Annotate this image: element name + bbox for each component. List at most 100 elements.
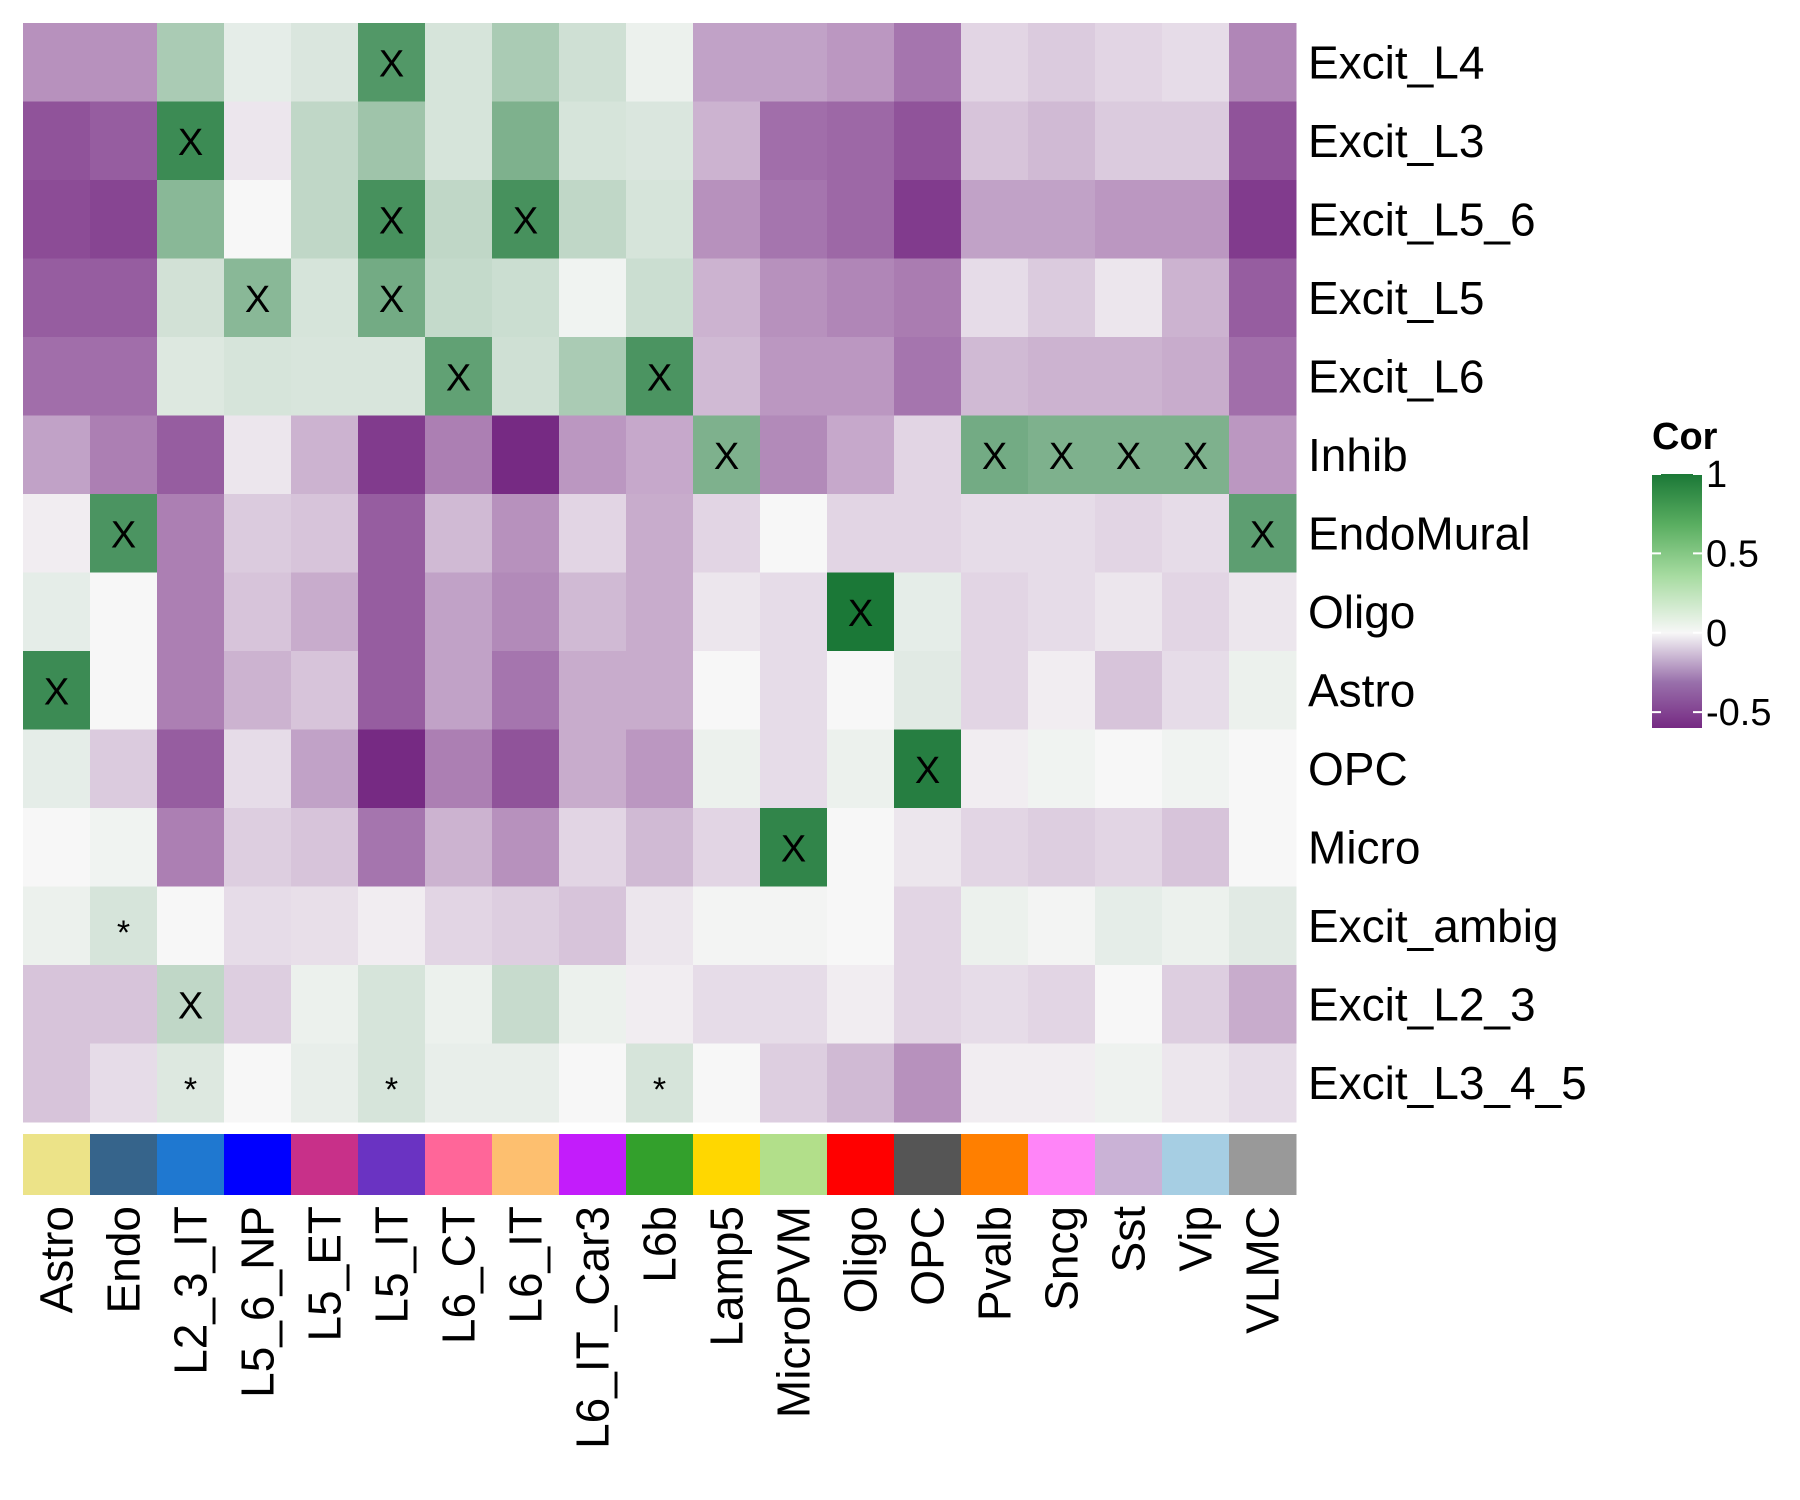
- column-label: Pvalb: [969, 1206, 1021, 1321]
- heatmap-cell: [90, 1043, 158, 1123]
- heatmap-cell: [157, 494, 225, 573]
- heatmap-cell: [1028, 180, 1096, 259]
- column-label: L5_ET: [299, 1206, 351, 1342]
- heatmap-cell: [224, 494, 292, 573]
- heatmap-cell: [760, 808, 828, 887]
- heatmap-cell: [425, 808, 493, 887]
- heatmap-cell: [827, 1043, 895, 1123]
- heatmap-cell: [760, 180, 828, 259]
- heatmap-cell: [492, 337, 560, 416]
- row-labels: Excit_L4 Excit_L3 Excit_L5_6 Excit_L5 Excit_…: [1308, 36, 1587, 1109]
- heatmap-cell: [291, 23, 359, 102]
- heatmap-cell: [827, 258, 895, 338]
- column-label: Endo: [98, 1206, 150, 1313]
- heatmap-cell: [693, 572, 761, 652]
- column-annotation-swatch: [425, 1134, 493, 1195]
- heatmap-cell: [760, 258, 828, 338]
- heatmap-cell: [224, 23, 292, 102]
- significance-mark: *: [385, 1071, 398, 1109]
- heatmap-cell: [559, 23, 627, 102]
- legend-colorbar: [1652, 474, 1702, 728]
- heatmap-cell: [1095, 415, 1163, 495]
- row-label: EndoMural: [1308, 507, 1530, 559]
- heatmap-cell: [90, 23, 158, 102]
- column-label: Vip: [1170, 1206, 1222, 1272]
- heatmap-cell: [492, 258, 560, 338]
- heatmap-cell: [23, 1043, 91, 1123]
- heatmap-cell: [894, 180, 962, 259]
- heatmap-cell: [827, 23, 895, 102]
- row-label: Excit_ambig: [1308, 900, 1559, 952]
- heatmap-cell: [1229, 415, 1297, 495]
- heatmap-cell: [1095, 886, 1163, 966]
- column-label: L6_IT_Car3: [567, 1206, 619, 1449]
- heatmap-cell: [1162, 337, 1230, 416]
- heatmap-cell: [425, 1043, 493, 1123]
- heatmap-cell: [760, 572, 828, 652]
- heatmap-cell: [90, 886, 158, 966]
- heatmap-cell: [1162, 729, 1230, 809]
- heatmap-cell: [157, 572, 225, 652]
- significance-mark: X: [848, 593, 873, 635]
- heatmap-cell: [425, 651, 493, 730]
- heatmap-cell: [1229, 101, 1297, 181]
- heatmap-cell: [358, 651, 426, 730]
- heatmap-cell: [425, 886, 493, 966]
- heatmap-cell: [90, 258, 158, 338]
- heatmap-cell: [157, 23, 225, 102]
- heatmap-cell: [358, 729, 426, 809]
- heatmap-cell: [358, 415, 426, 495]
- heatmap-cell: [827, 180, 895, 259]
- heatmap-cell: [827, 101, 895, 181]
- heatmap-cell: [358, 23, 426, 102]
- significance-mark: X: [446, 357, 471, 399]
- heatmap-cell: [1095, 494, 1163, 573]
- heatmap-cell: [961, 101, 1029, 181]
- heatmap-cell: [559, 258, 627, 338]
- heatmap-cell: [224, 651, 292, 730]
- column-annotation-swatch: [358, 1134, 426, 1195]
- heatmap-cell: [626, 494, 694, 573]
- heatmap-cell: [358, 572, 426, 652]
- column-label: L5_IT: [366, 1206, 418, 1324]
- heatmap-cell: [492, 415, 560, 495]
- heatmap-cell: [1028, 23, 1096, 102]
- heatmap-cell: [1229, 651, 1297, 730]
- heatmap-cell: [492, 101, 560, 181]
- heatmap-cell: [291, 1043, 359, 1123]
- heatmap-cell: [1162, 1043, 1230, 1123]
- heatmap-cell: [291, 729, 359, 809]
- heatmap-cell: [1095, 337, 1163, 416]
- column-label: OPC: [902, 1206, 954, 1306]
- heatmap-cell: [23, 729, 91, 809]
- heatmap-cell: [827, 494, 895, 573]
- heatmap-cell: [425, 101, 493, 181]
- heatmap-cell: [1229, 572, 1297, 652]
- column-label: L6_CT: [433, 1206, 485, 1344]
- heatmap-cell: [1162, 258, 1230, 338]
- heatmap-cell: [626, 337, 694, 416]
- heatmap-cell: [693, 23, 761, 102]
- significance-mark: X: [379, 43, 404, 85]
- heatmap-cell: [693, 180, 761, 259]
- heatmap-cell: [961, 180, 1029, 259]
- heatmap-cell: [559, 494, 627, 573]
- heatmap-cell: [693, 886, 761, 966]
- heatmap-cell: [224, 258, 292, 338]
- heatmap-cell: [1095, 808, 1163, 887]
- heatmap-cell: [626, 965, 694, 1044]
- heatmap-cell: [492, 180, 560, 259]
- significance-mark: X: [1250, 514, 1275, 556]
- heatmap-cell: [894, 23, 962, 102]
- heatmap-cell: [425, 572, 493, 652]
- heatmap-cell: [1028, 337, 1096, 416]
- significance-mark: X: [1116, 436, 1141, 478]
- heatmap-cell: [23, 886, 91, 966]
- heatmap-cell: [626, 886, 694, 966]
- heatmap-cell: [1028, 808, 1096, 887]
- heatmap-cell: [827, 337, 895, 416]
- heatmap-cell: [961, 258, 1029, 338]
- column-labels: Astro Endo L2_3_IT L5_6_NP L5_ET L5_IT L6_CT L6…: [31, 1206, 1289, 1449]
- heatmap-cell: [626, 572, 694, 652]
